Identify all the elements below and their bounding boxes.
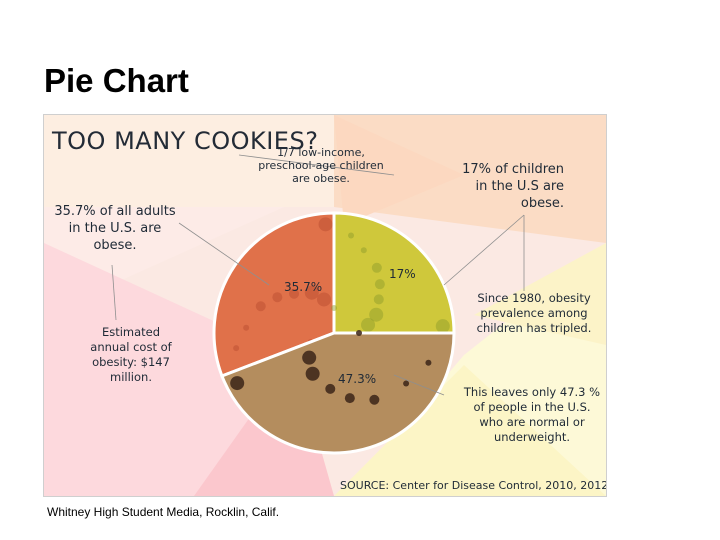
pie-data-label-1: 35.7% <box>284 280 322 294</box>
cookie-speckle <box>318 217 333 232</box>
pie-chart: 35.7% 17% 47.3% <box>212 211 456 455</box>
cookie-speckle <box>233 345 240 352</box>
image-credit: Whitney High Student Media, Rocklin, Cal… <box>47 505 280 519</box>
cookie-speckle <box>361 317 376 332</box>
cookie-speckle <box>403 380 410 387</box>
pie-slice-2 <box>332 211 456 335</box>
leader-lines <box>111 154 525 396</box>
cookie-infographic: 35.7% 17% 47.3% TOO MANY COOKIES? 1/7 low-… <box>43 114 607 497</box>
note-children-obese: 17% of children in the U.S are obese. <box>462 162 564 211</box>
cookie-speckle <box>371 262 382 273</box>
cookie-speckle <box>272 292 283 303</box>
leader-line <box>111 264 117 321</box>
leader-line <box>178 222 270 286</box>
leader-line <box>443 214 525 286</box>
slide-title: Pie Chart <box>44 62 189 99</box>
infographic-headline: TOO MANY COOKIES? <box>52 127 319 155</box>
cookie-speckle <box>435 319 450 334</box>
note-annual-cost: Estimated annual cost of obesity: $147 m… <box>90 325 172 384</box>
source-note: SOURCE: Center for Disease Control, 2010… <box>340 479 607 492</box>
cookie-speckle <box>331 305 337 311</box>
cookie-speckle <box>373 294 384 305</box>
cookie-speckle <box>356 330 362 336</box>
cookie-speckle <box>325 383 336 394</box>
note-low-income: 1/7 low-income, preschool-age children a… <box>258 146 384 185</box>
note-obesity-tripled: Since 1980, obesity prevalence among chi… <box>476 291 592 335</box>
cookie-speckle <box>360 247 367 254</box>
leader-line <box>238 154 395 176</box>
cookie-speckle <box>369 394 380 405</box>
pie-data-label-3: 47.3% <box>338 372 376 386</box>
cookie-speckle <box>304 285 319 300</box>
cookie-speckle <box>289 288 300 299</box>
cookie-speckle <box>316 292 331 307</box>
cookie-speckle <box>425 359 432 366</box>
cookie-speckle <box>369 307 384 322</box>
cookie-speckle <box>374 279 385 290</box>
cookie-speckle <box>243 324 250 331</box>
cookie-speckle <box>344 393 355 404</box>
pie-slice-3 <box>220 331 456 455</box>
leader-line <box>393 374 445 396</box>
cookie-speckle <box>230 376 245 391</box>
pie-data-label-2: 17% <box>389 267 416 281</box>
note-adults-obese: 35.7% of all adults in the U.S. are obes… <box>54 204 176 253</box>
cookie-speckle <box>255 301 266 312</box>
infographic-background: 35.7% 17% 47.3% <box>44 115 606 496</box>
cookie-speckle <box>302 350 317 365</box>
cookie-speckle <box>348 232 355 239</box>
note-normal-weight: This leaves only 47.3 % of people in the… <box>463 385 601 444</box>
cookie-speckle <box>305 366 320 381</box>
pie-slice-1 <box>212 211 336 378</box>
